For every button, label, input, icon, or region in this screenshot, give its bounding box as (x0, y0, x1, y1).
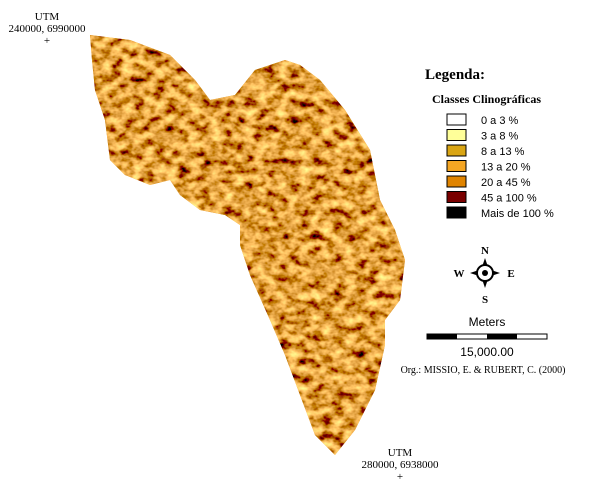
legend-label: 13 a 20 % (481, 162, 531, 174)
scale-bar-segment (487, 334, 517, 339)
credit: Org.: MISSIO, E. & RUBERT, C. (2000) (401, 365, 566, 376)
legend-swatch (446, 129, 467, 141)
legend-swatch (446, 144, 467, 157)
compass: N S E W (454, 245, 515, 306)
legend-swatch (446, 113, 467, 126)
utm-marker: + (397, 471, 403, 483)
compass-n: N (481, 245, 489, 257)
legend-label: 45 a 100 % (481, 193, 537, 205)
utm-coords: 280000, 6938000 (362, 459, 440, 471)
legend-swatch (446, 191, 467, 203)
scale-bar: Meters 15,000.00 (426, 315, 548, 359)
legend-title: Legenda: (425, 67, 485, 83)
legend-swatch (446, 206, 467, 219)
compass-s: S (482, 294, 488, 306)
corner-bottom: UTM 280000, 6938000 + (362, 447, 440, 483)
basin-map (90, 35, 405, 455)
legend-label: 0 a 3 % (481, 115, 519, 127)
legend-label: 3 a 8 % (481, 131, 519, 143)
compass-w: W (454, 268, 465, 280)
utm-marker: + (44, 35, 50, 47)
legend-label: 20 a 45 % (481, 177, 531, 189)
slope-texture (90, 35, 405, 455)
legend-label: 8 a 13 % (481, 146, 525, 158)
legend-label: Mais de 100 % (481, 208, 554, 220)
legend-swatch (446, 175, 467, 188)
compass-e: E (507, 268, 514, 280)
utm-coords: 240000, 6990000 (9, 23, 87, 35)
legend: Legenda: Classes Clinográficas 0 a 3 % 3 … (425, 67, 554, 220)
legend-subtitle: Classes Clinográficas (432, 92, 541, 106)
legend-swatch (446, 160, 467, 172)
utm-label: UTM (35, 11, 60, 23)
corner-top: UTM 240000, 6990000 + (9, 11, 87, 47)
scale-unit: Meters (469, 315, 506, 329)
utm-label: UTM (388, 447, 413, 459)
scale-length: 15,000.00 (460, 345, 514, 359)
scale-bar-segment (427, 334, 457, 339)
compass-center (482, 270, 488, 276)
